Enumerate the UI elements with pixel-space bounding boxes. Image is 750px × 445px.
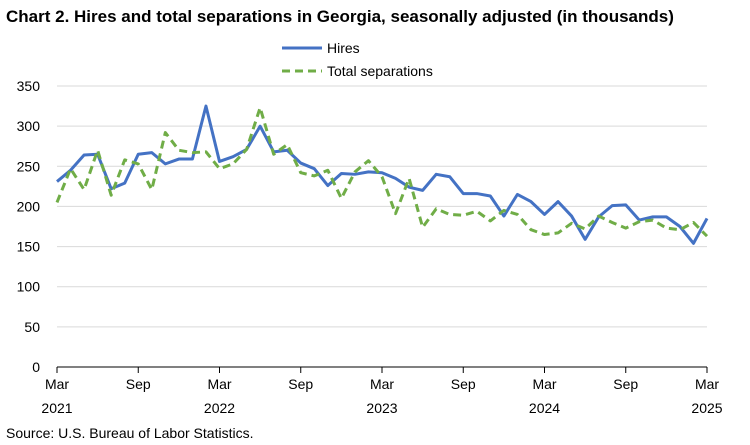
- x-tick-label-month: Mar: [532, 376, 556, 392]
- axes: 0 50 100 150 200 250 300 350 Mar 2021 Sep Mar 2022 Se…: [17, 78, 723, 416]
- x-tick-label-year: 2023: [366, 400, 397, 416]
- y-tick-label-100: 100: [17, 279, 41, 295]
- gridlines: [57, 85, 707, 328]
- y-tick-label-50: 50: [24, 319, 40, 335]
- source-note: Source: U.S. Bureau of Labor Statistics.: [6, 425, 254, 441]
- x-tick-label-year: 2025: [691, 400, 722, 416]
- x-tick-label-month: Mar: [207, 376, 231, 392]
- x-tick-label-month: Sep: [288, 376, 313, 392]
- y-tick-label-350: 350: [17, 78, 41, 94]
- y-tick-label-150: 150: [17, 239, 41, 255]
- x-tick-label-year: 2022: [204, 400, 235, 416]
- x-tick-label-month: Sep: [613, 376, 638, 392]
- y-tick-label-200: 200: [17, 198, 41, 214]
- y-tick-label-250: 250: [17, 158, 41, 174]
- series-lines: [55, 104, 709, 245]
- y-tick-label-0: 0: [32, 359, 40, 375]
- chart-title: Chart 2. Hires and total separations in …: [6, 7, 674, 26]
- x-tick-label-month: Mar: [370, 376, 394, 392]
- x-tick-label-year: 2021: [41, 400, 72, 416]
- x-tick-label-month: Sep: [451, 376, 476, 392]
- x-tick-label-month: Mar: [45, 376, 69, 392]
- x-tick-label-month: Sep: [126, 376, 151, 392]
- x-tick-label-year: 2024: [529, 400, 560, 416]
- series-line-total-separations: [55, 106, 709, 238]
- legend-label-total-separations: Total separations: [327, 63, 433, 79]
- legend: Hires Total separations: [282, 40, 433, 79]
- y-tick-label-300: 300: [17, 118, 41, 134]
- x-tick-label-month: Mar: [695, 376, 719, 392]
- legend-label-hires: Hires: [327, 40, 360, 56]
